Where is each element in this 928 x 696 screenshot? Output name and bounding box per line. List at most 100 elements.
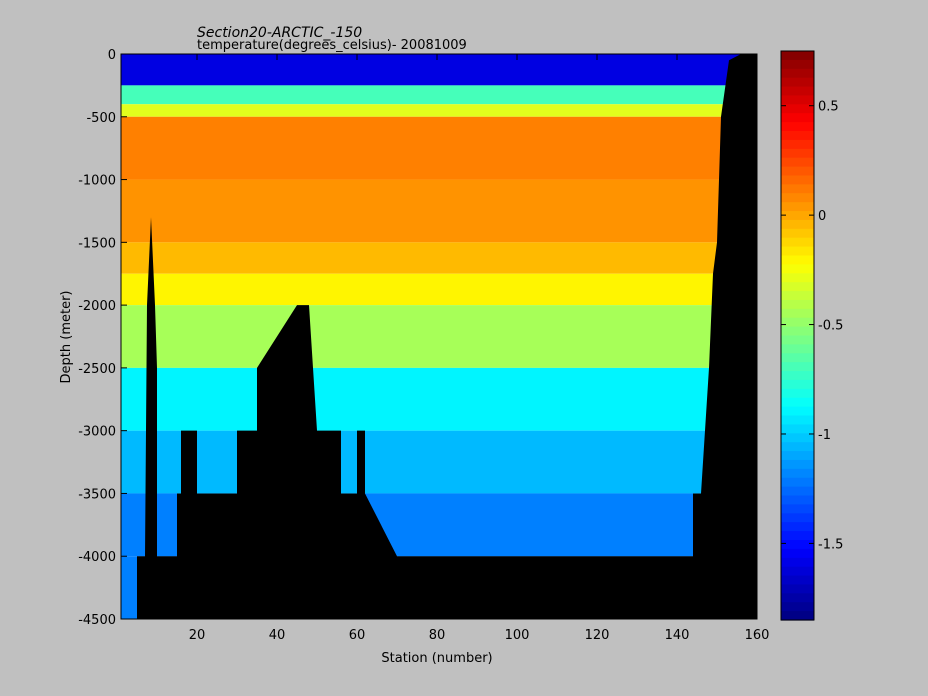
colorbar-swatch (781, 522, 814, 532)
colorbar-swatch (781, 86, 814, 97)
colorbar-swatch (781, 131, 814, 141)
colorbar-swatch (781, 219, 814, 230)
seafloor (121, 54, 757, 619)
colorbar-swatch (781, 246, 814, 257)
temperature-band-1 (121, 85, 757, 105)
x-tick-label: 100 (505, 628, 530, 643)
temperature-band-7 (121, 305, 757, 368)
colorbar-frame (780, 50, 815, 621)
colorbar-swatch (781, 602, 814, 612)
colorbar-swatch (781, 255, 814, 265)
colorbar-swatch (781, 477, 814, 488)
temperature-band-3 (121, 116, 757, 180)
colorbar-swatch (781, 157, 814, 168)
x-tick-label: 80 (429, 628, 446, 643)
colorbar-swatch (781, 228, 814, 239)
colorbar-swatch (781, 344, 814, 354)
axes-frame (120, 53, 758, 620)
y-tick-label: -4500 (78, 613, 116, 628)
colorbar-swatch (781, 104, 814, 114)
x-axis: 20 40 60 80 100 120 140 160 (189, 54, 770, 643)
x-tick-label: 120 (585, 628, 610, 643)
y-tick-label: -3000 (78, 425, 116, 440)
colorbar-swatch (781, 193, 814, 203)
colorbar-swatch (781, 317, 814, 328)
colorbar-swatch (781, 371, 814, 381)
colorbar-swatch (781, 504, 814, 514)
y-tick-label: -4000 (78, 550, 116, 565)
colorbar-swatch (781, 379, 814, 390)
colorbar-swatch (781, 166, 814, 177)
colorbar-swatch (781, 308, 814, 319)
temperature-band-8 (121, 367, 757, 431)
colorbar-tick-label: 0.5 (818, 100, 839, 115)
colorbar-swatch (781, 202, 814, 212)
colorbar-swatch (781, 557, 814, 568)
chart-title: Section20-ARCTIC_-150 (197, 25, 362, 41)
colorbar-swatch (781, 575, 814, 586)
y-tick-label: -2000 (78, 299, 116, 314)
y-tick-label: 0 (108, 48, 116, 63)
colorbar-swatch (781, 548, 814, 559)
y-tick-label: -1500 (78, 236, 116, 251)
colorbar-swatch (781, 59, 814, 70)
temperature-band-9 (121, 430, 757, 494)
colorbar-swatch (781, 122, 814, 132)
colorbar-swatch (781, 273, 814, 283)
colorbar-swatch (781, 175, 814, 185)
y-tick-label: -3500 (78, 487, 116, 502)
temperature-band-5 (121, 242, 757, 274)
colorbar-swatch (781, 51, 814, 61)
colorbar-swatch (781, 148, 814, 159)
colorbar-swatch (781, 388, 814, 399)
x-tick-label: 160 (745, 628, 770, 643)
colorbar-swatch (781, 335, 814, 345)
colorbar-swatch (781, 486, 814, 497)
colorbar-swatch (781, 611, 814, 621)
x-tick-label: 40 (269, 628, 286, 643)
colorbar-tick-label: -0.5 (818, 319, 843, 334)
y-tick-label: -1000 (78, 174, 116, 189)
colorbar-swatch (781, 139, 814, 150)
colorbar-swatch (781, 68, 814, 79)
colorbar-tick-label: 0 (818, 209, 826, 224)
colorbar-swatch (781, 299, 814, 310)
colorbar-swatch (781, 326, 814, 337)
colorbar-swatch (781, 584, 814, 594)
colorbar-swatch (781, 264, 814, 274)
colorbar-swatch (781, 415, 814, 426)
colorbar-swatch (781, 282, 814, 292)
chart-subtitle: temperature(degrees_celsius)- 20081009 (197, 38, 467, 53)
colorbar: 0.5 0 -0.5 -1 -1.5 (780, 50, 843, 621)
colorbar-swatch (781, 566, 814, 577)
colorbar-swatch (781, 433, 814, 443)
colorbar-swatch (781, 113, 814, 123)
y-tick-label: -500 (86, 111, 116, 126)
temperature-band-6 (121, 273, 757, 306)
x-tick-label: 140 (665, 628, 690, 643)
x-axis-label: Station (number) (381, 651, 492, 666)
colorbar-swatch (781, 211, 814, 221)
y-axis-label: Depth (meter) (59, 291, 74, 384)
colorbar-tick-label: -1 (818, 428, 831, 443)
colorbar-swatch (781, 495, 814, 506)
colorbar-swatch (781, 397, 814, 408)
plot-area (120, 53, 758, 620)
temperature-band-2 (121, 104, 757, 117)
colorbar-swatch (781, 406, 814, 417)
colorbar-swatch (781, 237, 814, 248)
colorbar-swatch (781, 184, 814, 194)
colorbar-swatch (781, 459, 814, 470)
colorbar-swatch (781, 424, 814, 434)
colorbar-swatch (781, 442, 814, 452)
colorbar-swatch (781, 468, 814, 479)
colorbar-swatch (781, 593, 814, 603)
colorbar-swatch (781, 353, 814, 363)
colorbar-swatch (781, 451, 814, 461)
y-axis: 0 -500 -1000 -1500 -2000 -2500 -3000 -3500 -4000… (78, 48, 757, 628)
colorbar-swatch (781, 362, 814, 372)
colorbar-swatch (781, 77, 814, 88)
colorbar-swatch (781, 531, 814, 541)
x-tick-label: 20 (189, 628, 206, 643)
